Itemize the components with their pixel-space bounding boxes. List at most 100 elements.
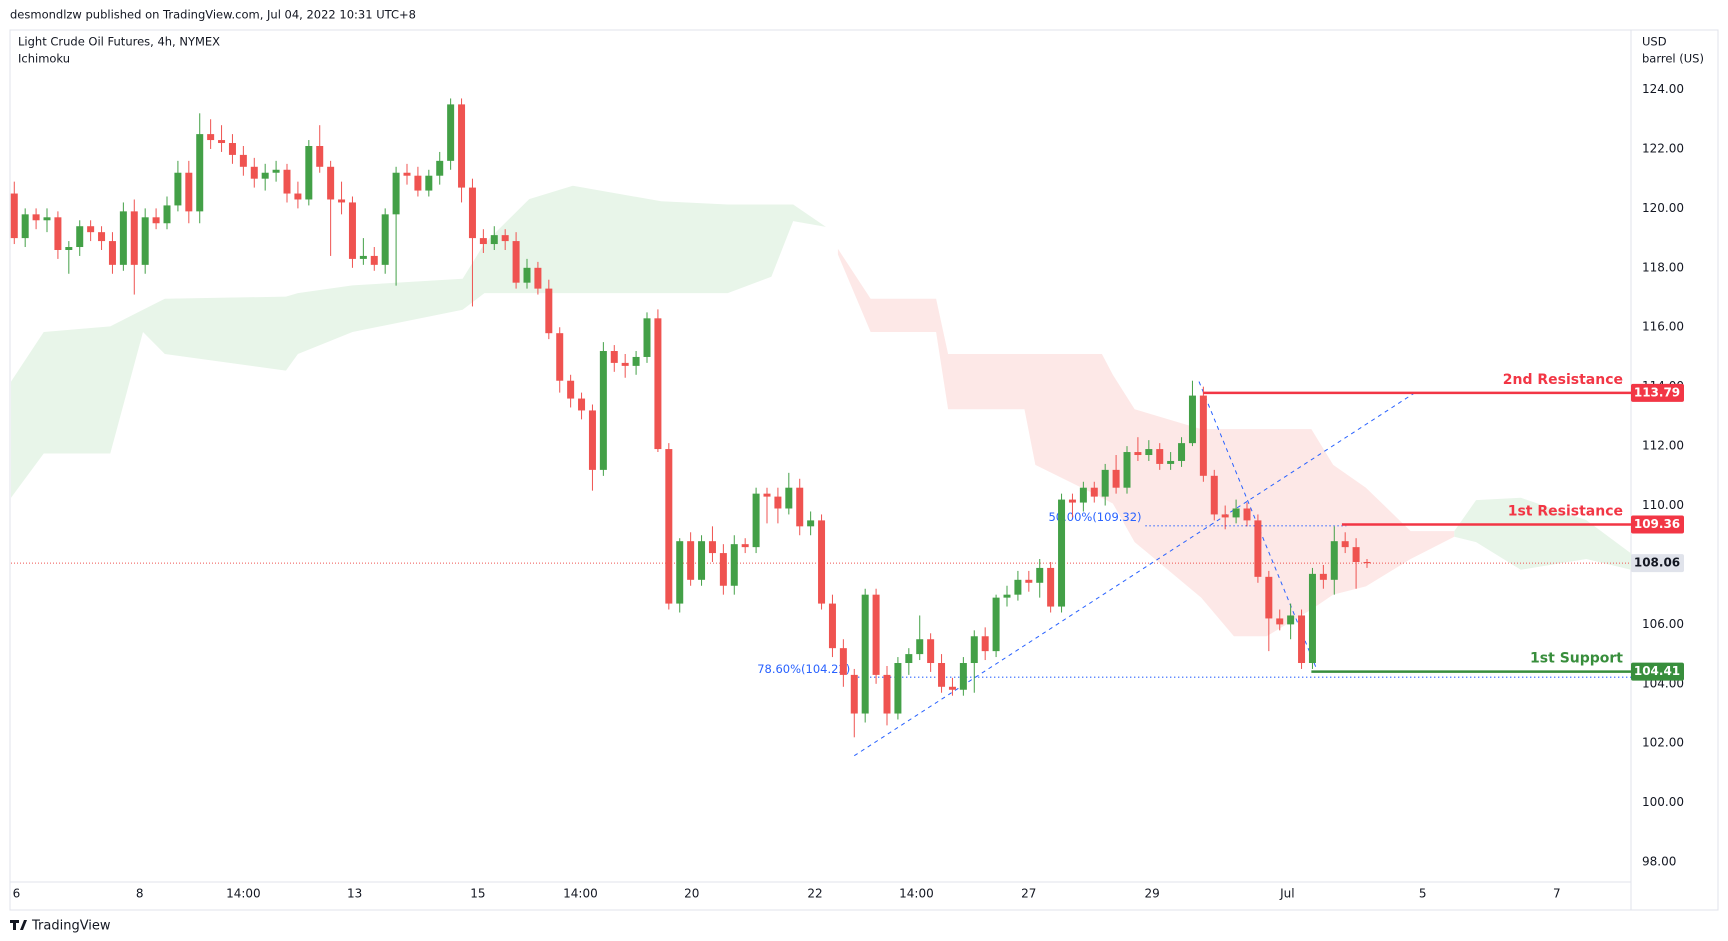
y-tick-label: 106.00 <box>1642 617 1684 631</box>
indicator-name: Ichimoku <box>18 52 70 66</box>
candle-body <box>458 104 466 188</box>
candle-body <box>632 356 640 366</box>
brand-logo <box>10 920 27 930</box>
candle-body <box>992 597 1000 652</box>
candle-body <box>228 143 236 155</box>
candle-body <box>807 520 815 527</box>
y-tick-label: 118.00 <box>1642 260 1684 274</box>
candle-body <box>785 487 793 509</box>
candle-body <box>468 187 476 239</box>
candle-body <box>163 205 171 224</box>
chart-title: Light Crude Oil Futures, 4h, NYMEX <box>18 35 220 49</box>
candle-body <box>98 232 106 242</box>
y-tick-label: 124.00 <box>1642 82 1684 96</box>
candle-body <box>1090 487 1098 497</box>
candle-body <box>1079 487 1087 503</box>
candle-body <box>970 636 978 664</box>
candle-body <box>894 663 902 714</box>
candle-body <box>610 351 618 363</box>
candle-body <box>872 594 880 675</box>
candle-body <box>741 544 749 548</box>
candle-body <box>1276 618 1284 625</box>
x-tick-label: 8 <box>136 887 144 901</box>
candle-body <box>261 172 269 179</box>
candle-body <box>403 172 411 176</box>
candle-body <box>10 193 18 239</box>
candle-body <box>905 654 913 664</box>
candle-body <box>174 172 182 206</box>
candle-body <box>588 410 596 470</box>
candle-body <box>1298 615 1306 664</box>
ichimoku-cloud <box>837 248 1455 637</box>
candle-body <box>218 140 226 144</box>
x-tick-label: 14:00 <box>899 887 934 901</box>
candle-body <box>599 351 607 470</box>
y-tick-label: 102.00 <box>1642 736 1684 750</box>
candle-body <box>1330 541 1338 580</box>
price-box <box>1631 515 1684 534</box>
ichimoku-cloud <box>1454 497 1631 570</box>
candle-body <box>87 226 95 233</box>
x-tick-label: 5 <box>1419 887 1427 901</box>
y-tick-label: 100.00 <box>1642 795 1684 809</box>
candle-body <box>578 398 586 411</box>
candle-body <box>359 255 367 259</box>
price-unit: USD <box>1642 35 1667 49</box>
candle-body <box>338 199 346 203</box>
candle-body <box>370 255 378 265</box>
candle-body <box>774 496 782 509</box>
candle-body <box>534 267 542 289</box>
candle-body <box>1003 594 1011 598</box>
candle-body <box>490 235 498 245</box>
candle-body <box>54 217 62 250</box>
candle-body <box>523 267 531 283</box>
candle-body <box>1014 579 1022 595</box>
candle-body <box>1188 395 1196 444</box>
candle-body <box>1112 469 1120 488</box>
candle-body <box>676 541 684 604</box>
fib-level-label: 78.60%(104.22) <box>757 662 850 676</box>
plot-area: 50.00%(109.32) 78.60%(104.22) 2nd Resistan… <box>10 98 1631 757</box>
candle-body <box>348 202 356 259</box>
x-tick-label: Jul <box>1279 887 1294 901</box>
candle-body <box>981 636 989 652</box>
level-name: 1st Support <box>1530 651 1623 667</box>
candle-body <box>141 217 149 265</box>
candle-body <box>1308 573 1316 664</box>
candle-body <box>796 487 804 527</box>
candle-body <box>730 544 738 586</box>
x-tick-label: 29 <box>1144 887 1159 901</box>
ichimoku-cloud <box>11 185 826 498</box>
candle-body <box>1178 443 1186 461</box>
y-tick-label: 120.00 <box>1642 201 1684 215</box>
x-tick-label: 14:00 <box>226 887 261 901</box>
candle-body <box>763 493 771 497</box>
publisher-line: desmondlzw published on TradingView.com,… <box>10 8 416 22</box>
x-tick-label: 13 <box>347 887 362 901</box>
level-name: 1st Resistance <box>1508 504 1623 520</box>
candle-body <box>21 214 29 239</box>
candle-body <box>959 663 967 690</box>
y-tick-label: 98.00 <box>1642 855 1676 869</box>
candle-body <box>1287 615 1295 625</box>
candle-body <box>938 663 946 687</box>
candle-body <box>839 648 847 675</box>
candle-body <box>65 247 73 250</box>
candle-body <box>1156 449 1164 464</box>
candle-body <box>327 166 335 200</box>
candle-body <box>207 134 215 141</box>
price-box <box>1631 554 1684 573</box>
candle-body <box>512 241 520 283</box>
x-tick-label: 15 <box>470 887 485 901</box>
y-tick-label: 110.00 <box>1642 498 1684 512</box>
fib-level-label: 50.00%(109.32) <box>1048 510 1141 524</box>
candle-body <box>43 217 51 221</box>
price-box-label: 113.79 <box>1634 385 1680 399</box>
candle-body <box>1068 499 1076 503</box>
candle-body <box>850 674 858 714</box>
candle-body <box>1058 499 1066 607</box>
level-name: 2nd Resistance <box>1503 372 1623 388</box>
candle-body <box>305 145 313 200</box>
